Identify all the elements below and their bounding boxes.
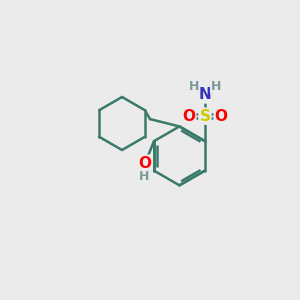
Text: O: O <box>182 109 195 124</box>
Text: H: H <box>189 80 199 93</box>
Text: O: O <box>214 109 228 124</box>
Text: O: O <box>139 156 152 171</box>
Text: H: H <box>139 170 149 183</box>
Text: N: N <box>199 87 211 102</box>
Text: S: S <box>200 109 210 124</box>
Text: H: H <box>211 80 221 93</box>
